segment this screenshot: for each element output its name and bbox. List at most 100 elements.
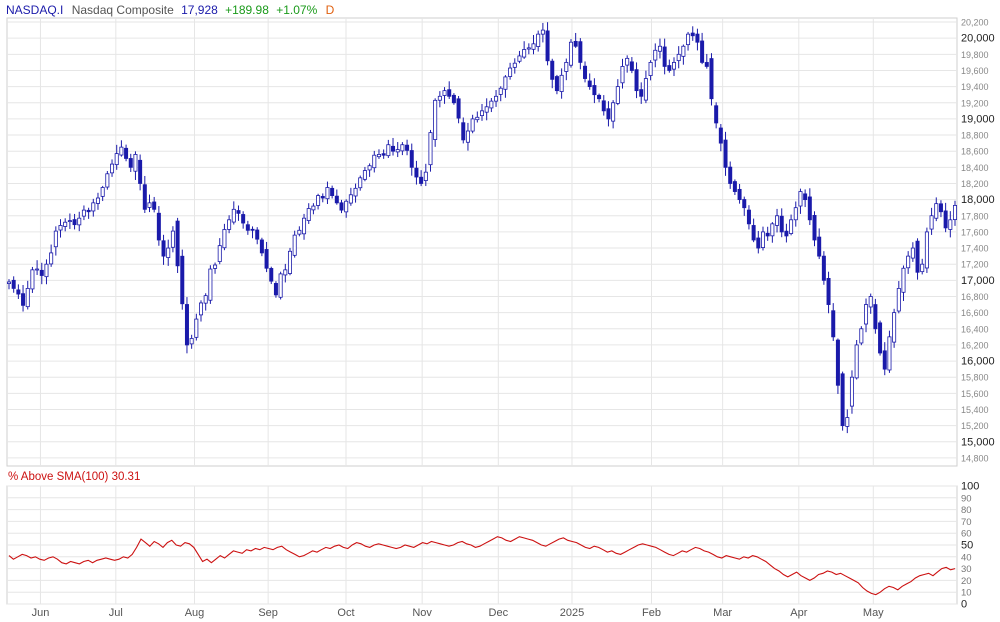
candle-body [152,201,157,210]
candle-body [526,47,531,50]
candle [686,31,691,51]
x-tick-label: Aug [185,607,205,619]
candle-body [531,43,536,50]
candle-body [840,373,845,427]
candle-body [21,293,26,306]
price-y-tick-label: 17,000 [961,275,995,287]
candle [236,205,241,221]
candle-body [456,98,461,119]
candle-body [170,230,175,248]
candle [241,211,246,229]
candle-body [475,116,480,121]
candle-body [718,127,723,144]
candle-body [203,295,208,304]
symbol-label[interactable]: NASDAQ.I [6,3,64,17]
candle-body [386,144,391,157]
candle [91,198,96,217]
price-y-tick-label: 17,800 [961,211,989,221]
candle-body [559,74,564,92]
candle [302,213,307,240]
candle-body [849,376,854,407]
candle-body [44,263,49,278]
candle [892,308,897,348]
candle [175,217,180,274]
candle-body [189,338,194,345]
candle-body [587,80,592,88]
candle [597,93,602,103]
candle-body [550,60,555,80]
price-y-tick-label: 15,600 [961,389,989,399]
candle [564,58,569,81]
candle-body [943,210,948,229]
candle-body [91,202,96,212]
candle-body [63,221,68,227]
candle [924,227,929,273]
candle-body [479,110,484,117]
candle-body [138,159,143,184]
candle-body [554,76,559,92]
candle [72,213,77,230]
candle-body [901,267,906,293]
price-y-tick-label: 19,000 [961,113,995,125]
candle [906,251,911,274]
candle [278,271,283,300]
candle [437,91,442,108]
candle-body [86,209,91,213]
candle-body [667,65,672,71]
candle [540,22,545,43]
candle-body [95,197,100,204]
candle-body [447,89,452,97]
candle-body [639,89,644,97]
candle-body [803,193,808,201]
period-label[interactable]: D [325,3,335,17]
candle [648,60,653,81]
indicator-y-tick-label: 10 [961,588,972,599]
candle [292,230,297,258]
candle [423,163,428,187]
candle [189,334,194,349]
indicator-y-tick-label: 80 [961,505,972,516]
candle [634,62,639,99]
candle [81,205,86,221]
candle [770,222,775,243]
candle-body [807,196,812,221]
candle [400,142,405,156]
candle-body [35,268,40,271]
candle [868,293,873,314]
candle-body [283,269,288,276]
candle-body [414,167,419,178]
candle-body [597,94,602,100]
candle-body [433,99,438,140]
candle-body [737,188,742,201]
candle-body [325,187,330,200]
candle-body [938,203,943,213]
candle [742,196,747,216]
candle-body [578,41,583,63]
candle [929,207,934,235]
price-y-tick-label: 16,800 [961,292,989,302]
candle [320,193,325,203]
candle [348,187,353,206]
indicator-y-tick-label: 0 [961,599,967,611]
price-y-tick-label: 16,000 [961,356,995,368]
indicator-label[interactable]: % Above SMA(100) [8,471,109,483]
candle [611,100,616,129]
candle-body [381,153,386,156]
candle-body [362,170,367,180]
candle-body [517,55,522,62]
candle-body [910,247,915,259]
indicator-y-tick-label: 50 [961,540,973,552]
candle [751,218,756,243]
candle-body [503,76,508,90]
candle [11,276,16,293]
candle [147,194,152,213]
candle-body [287,250,292,274]
candle-body [241,214,246,224]
candle-body [906,255,911,269]
candle-body [367,165,372,171]
price-y-axis: 14,800 15,000 15,200 15,400 15,600 15,800 16,0… [7,18,995,463]
candle-body [859,328,864,344]
candle [484,98,489,121]
candle [316,193,321,210]
candle [522,41,527,59]
